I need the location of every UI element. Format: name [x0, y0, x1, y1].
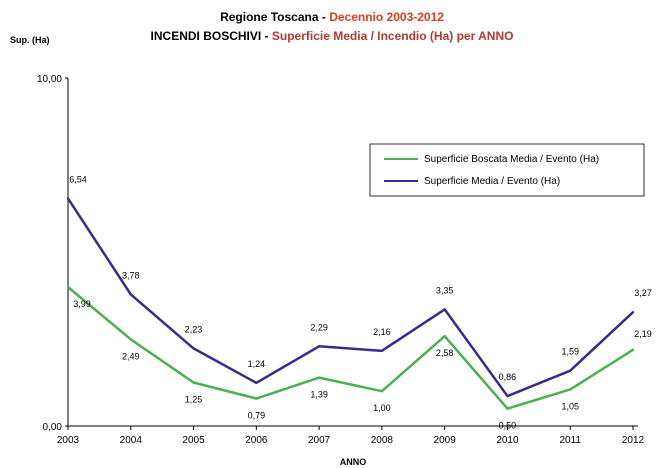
x-tick-label: 2010 [496, 435, 519, 446]
chart-title-line1: Regione Toscana - Decennio 2003-2012 [220, 10, 444, 24]
data-point-series-1 [255, 381, 258, 385]
x-tick-label: 2006 [245, 435, 268, 446]
chart-title-part2: INCENDI BOSCHIVI - [151, 29, 272, 43]
data-label-series-0: 2,19 [634, 329, 652, 339]
y-tick-label: 10,00 [37, 74, 62, 85]
data-label-series-1: 3,78 [122, 270, 140, 280]
data-label-series-0: 0,79 [248, 411, 266, 421]
data-label-series-0: 0,50 [499, 421, 517, 431]
x-tick-label: 2003 [57, 435, 80, 446]
data-point-series-1 [66, 197, 70, 200]
data-label-series-1: 0,86 [499, 372, 517, 382]
x-tick-label: 2008 [371, 435, 394, 446]
x-tick-label: 2007 [308, 435, 331, 446]
data-label-series-0: 3,99 [73, 299, 91, 309]
data-point-series-0 [317, 376, 321, 379]
data-point-series-1 [129, 293, 132, 296]
data-label-series-0: 1,39 [310, 390, 328, 400]
data-labels: 6,54 3,78 2,23 1,24 2,29 2,16 3,35 0,86 1,59 3,27… [69, 174, 652, 430]
data-point-series-1 [631, 311, 635, 314]
x-tick-label: 2005 [182, 435, 205, 446]
data-point-series-0 [443, 335, 446, 338]
data-point-series-0 [506, 407, 509, 410]
x-tick-label: 2009 [434, 435, 457, 446]
legend-label-series-1: Superficie Media / Evento (Ha) [424, 176, 560, 187]
data-label-series-0: 2,49 [122, 351, 140, 361]
data-label-series-1: 1,24 [248, 359, 266, 369]
series-line-1 [66, 197, 634, 398]
data-point-series-0 [631, 348, 635, 351]
x-tick-label: 2011 [559, 435, 581, 446]
data-label-series-0: 1,25 [185, 395, 203, 405]
chart-title-highlight1: Decennio 2003-2012 [329, 10, 444, 24]
legend: Superficie Boscata Media / Evento (Ha) S… [369, 143, 645, 197]
y-tick-label: 0,00 [43, 422, 63, 433]
data-label-series-1: 2,16 [373, 327, 391, 337]
data-label-series-0: 2,58 [436, 348, 454, 358]
chart-title-highlight2: Superficie Media / Incendio (Ha) per ANN… [272, 29, 514, 43]
data-point-series-1 [317, 345, 321, 348]
data-point-series-1 [380, 349, 384, 353]
data-point-series-1 [443, 308, 446, 311]
x-tick-label: 2004 [120, 435, 143, 446]
data-point-series-0 [129, 338, 132, 341]
y-ticks: 0,00 10,00 [37, 74, 68, 433]
data-point-series-0 [66, 285, 70, 289]
data-point-series-1 [506, 394, 509, 398]
x-ticks: 2003 2004 2005 2006 2007 2008 2009 2010 2011 2012 [57, 426, 645, 446]
legend-box [369, 143, 645, 197]
data-point-series-0 [380, 390, 384, 393]
data-label-series-1: 2,29 [310, 322, 328, 332]
x-axis-label: ANNO [340, 457, 367, 467]
data-point-series-0 [569, 388, 572, 391]
data-point-series-1 [192, 347, 195, 350]
chart-title-line2: INCENDI BOSCHIVI - Superficie Media / In… [151, 29, 514, 43]
data-point-series-0 [255, 397, 258, 400]
data-label-series-0: 1,00 [373, 403, 391, 413]
data-label-series-0: 1,05 [561, 401, 579, 411]
data-point-series-1 [569, 369, 572, 372]
data-label-series-1: 2,23 [185, 324, 203, 334]
data-label-series-1: 3,35 [436, 285, 454, 295]
legend-label-series-0: Superficie Boscata Media / Evento (Ha) [424, 154, 599, 165]
data-point-series-0 [192, 381, 195, 384]
x-tick-label: 2012 [622, 435, 645, 446]
data-label-series-1: 1,59 [561, 347, 579, 357]
chart-title-part1: Regione Toscana - [220, 10, 329, 24]
y-axis-label: Sup. (Ha) [10, 35, 50, 45]
data-label-series-1: 3,27 [634, 288, 652, 298]
data-label-series-1: 6,54 [69, 174, 87, 184]
series-group [66, 197, 635, 410]
series-line-0 [67, 286, 634, 410]
